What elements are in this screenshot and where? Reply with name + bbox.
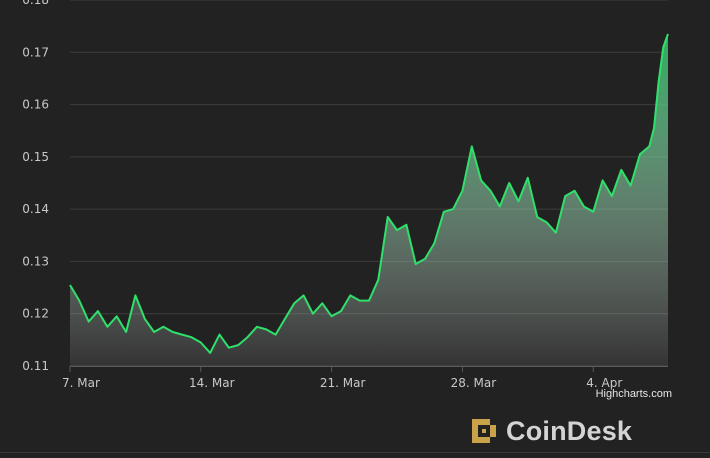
- y-tick-label: 0.15: [22, 150, 49, 164]
- coindesk-logo-icon: [472, 419, 496, 443]
- coindesk-wordmark: CoinDesk: [506, 415, 633, 446]
- y-tick-label: 0.11: [22, 359, 49, 373]
- y-tick-label: 0.16: [22, 98, 49, 112]
- y-tick-label: 0.12: [22, 307, 49, 321]
- y-tick-label: 0.17: [22, 45, 49, 59]
- highcharts-credits-link[interactable]: Highcharts.com: [595, 388, 672, 400]
- price-area-fill: [70, 34, 668, 366]
- y-tick-label: 0.13: [22, 254, 49, 268]
- y-axis-ticks: 0.11 0.12 0.13 0.14 0.15 0.16 0.17 0.18: [22, 0, 49, 373]
- coindesk-brand: CoinDesk: [468, 415, 632, 447]
- x-tick-label: 28. Mar: [451, 376, 497, 390]
- x-tick-label: 7. Mar: [62, 376, 100, 390]
- y-tick-label: 0.14: [22, 202, 49, 216]
- x-tick-label: 4. Apr: [586, 376, 622, 390]
- divider: [0, 452, 710, 453]
- grid-lines: [70, 0, 668, 367]
- y-tick-label: 0.18: [22, 0, 49, 7]
- x-axis-ticks: 7. Mar 14. Mar 21. Mar 28. Mar 4. Apr: [62, 366, 622, 390]
- price-line: [69, 33, 669, 354]
- x-tick-label: 14. Mar: [189, 376, 235, 390]
- x-tick-label: 21. Mar: [320, 376, 366, 390]
